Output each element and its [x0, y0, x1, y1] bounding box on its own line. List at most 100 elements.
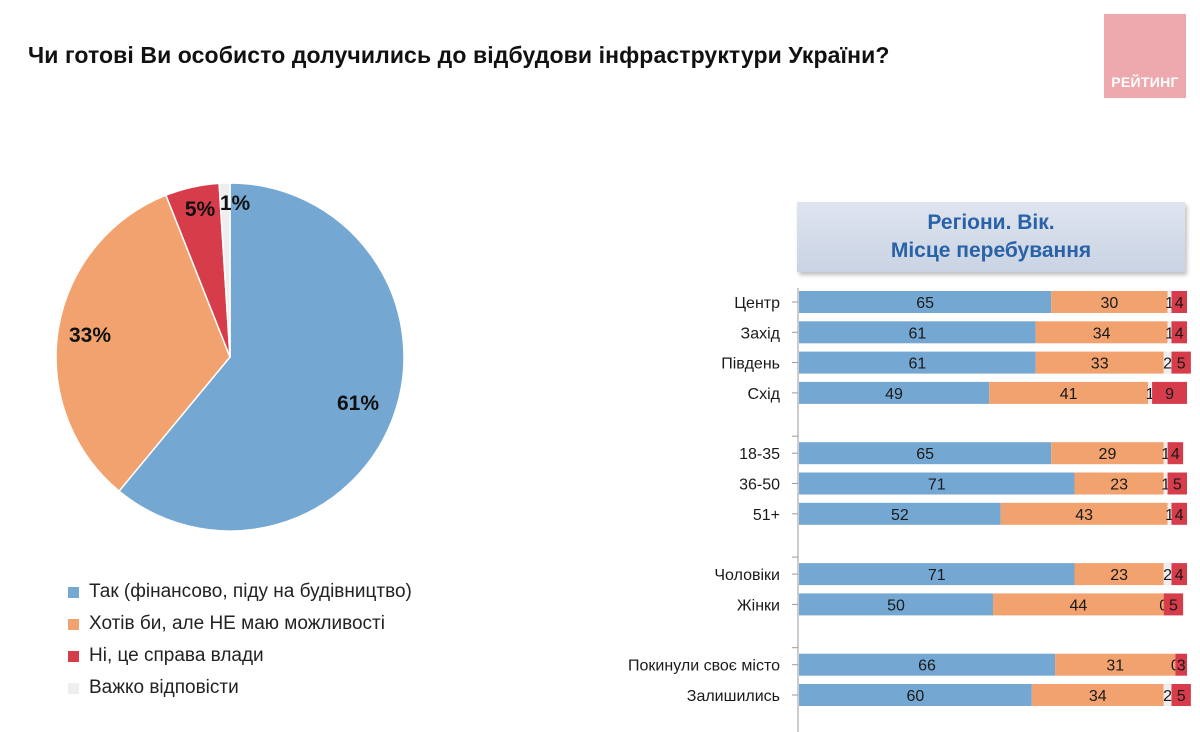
bar-value-label: 71 — [928, 477, 946, 494]
legend-item-want: Хотів би, але НЕ маю можливості — [68, 608, 412, 640]
bar-segment-0 — [799, 291, 1052, 313]
bar-segment-1 — [1074, 472, 1164, 495]
legend-label-yes: Так (фінансово, піду на будівництво) — [89, 581, 412, 602]
legend-swatch-want — [68, 618, 79, 630]
bar-row-label: Чоловіки — [714, 567, 780, 584]
bar-value-label: 4 — [1175, 507, 1184, 524]
bar-value-label: 65 — [916, 446, 934, 463]
panel-header-line2: Місце перебування — [890, 239, 1092, 262]
pie-legend: Так (фінансово, піду на будівництво) Хот… — [68, 576, 412, 704]
bar-value-label: 66 — [918, 658, 936, 675]
bar-segment-3 — [1171, 351, 1191, 374]
bar-value-label: 2 — [1163, 567, 1172, 584]
bar-value-label: 4 — [1175, 325, 1184, 342]
bar-value-label: 61 — [908, 325, 926, 342]
legend-swatch-yes — [68, 586, 79, 598]
bar-segment-2 — [1163, 472, 1168, 495]
legend-swatch-hard — [68, 682, 79, 694]
bar-value-label: 43 — [1075, 507, 1093, 524]
bar-value-label: 71 — [928, 567, 946, 584]
bar-segment-3 — [1167, 472, 1187, 495]
pie-label-1: 33% — [69, 324, 111, 347]
bar-segment-1 — [1031, 684, 1164, 706]
bar-segment-1 — [1051, 291, 1168, 313]
bar-value-label: 31 — [1106, 658, 1124, 675]
bar-segment-2 — [1163, 684, 1172, 706]
bar-value-label: 9 — [1165, 386, 1174, 403]
bar-row-label: Центр — [734, 295, 780, 312]
page-title: Чи готові Ви особисто долучились до відб… — [28, 42, 890, 68]
bar-value-label: 61 — [908, 356, 926, 373]
pie-label-0: 61% — [337, 392, 379, 415]
bar-segment-2 — [1148, 381, 1153, 404]
bar-value-label: 4 — [1175, 567, 1184, 584]
pie-label-3: 1% — [220, 192, 251, 215]
bar-row-label: 36-50 — [739, 477, 780, 494]
bar-segment-0 — [799, 381, 990, 404]
bar-segment-0 — [799, 563, 1075, 586]
bar-value-label: 23 — [1110, 567, 1128, 584]
bar-segment-0 — [799, 442, 1052, 465]
legend-item-hard: Важко відповісти — [68, 672, 412, 704]
bar-value-label: 1 — [1146, 386, 1155, 403]
pie-chart: 61% 33% 5% 1% — [55, 182, 405, 532]
bar-segment-3 — [1171, 291, 1187, 313]
bar-value-label: 34 — [1089, 688, 1107, 705]
bar-value-label: 1 — [1165, 507, 1174, 524]
bar-value-label: 29 — [1099, 446, 1117, 463]
bar-value-label: 44 — [1069, 597, 1087, 614]
pie-slice-3 — [218, 182, 231, 358]
bar-segment-2 — [1167, 321, 1172, 344]
bar-segment-1 — [1035, 351, 1164, 374]
bar-segment-3 — [1167, 442, 1184, 465]
pie-slice-1 — [55, 194, 231, 493]
bar-segment-0 — [799, 684, 1032, 706]
bar-segment-1 — [993, 593, 1164, 616]
bar-row-label: Залишились — [687, 688, 780, 705]
bar-value-label: 30 — [1101, 295, 1119, 312]
legend-label-gov: Ні, це справа влади — [89, 645, 264, 666]
bar-row-label: Схід — [748, 386, 781, 403]
bar-segment-3 — [1175, 653, 1187, 676]
bar-value-label: 5 — [1173, 477, 1182, 494]
bar-segment-0 — [799, 502, 1001, 525]
bar-segment-0 — [799, 593, 993, 616]
bar-value-label: 33 — [1091, 356, 1109, 373]
bar-value-label: 5 — [1177, 356, 1186, 373]
legend-item-yes: Так (фінансово, піду на будівництво) — [68, 576, 412, 608]
bar-segment-1 — [989, 381, 1149, 404]
bar-row-label: Покинули своє місто — [628, 658, 780, 675]
bar-segment-0 — [799, 351, 1036, 374]
bar-value-label: 41 — [1060, 386, 1078, 403]
bar-segment-3 — [1163, 593, 1184, 616]
bar-segment-2 — [1163, 351, 1172, 374]
legend-label-hard: Важко відповісти — [89, 677, 239, 698]
bar-value-label: 5 — [1169, 597, 1178, 614]
bar-row-label: Жінки — [737, 597, 780, 614]
bar-segment-2 — [1167, 502, 1172, 525]
bar-segment-1 — [1000, 502, 1168, 525]
bar-segment-3 — [1152, 381, 1187, 404]
bar-value-label: 2 — [1163, 688, 1172, 705]
bar-value-label: 1 — [1165, 295, 1174, 312]
logo-text: РЕЙТИНГ — [1111, 74, 1179, 90]
pie-label-2: 5% — [185, 198, 216, 221]
legend-item-gov: Ні, це справа влади — [68, 640, 412, 672]
bar-value-label: 3 — [1177, 658, 1186, 675]
bar-value-label: 50 — [887, 597, 905, 614]
pie-slice-0 — [118, 182, 405, 532]
bar-row-label: 51+ — [753, 507, 780, 524]
bar-segment-2 — [1167, 291, 1172, 313]
bar-segment-1 — [1035, 321, 1168, 344]
bar-value-label: 4 — [1171, 446, 1180, 463]
bar-row-label: Захід — [741, 325, 781, 342]
bar-value-label: 1 — [1165, 325, 1174, 342]
legend-label-want: Хотів би, але НЕ маю можливості — [89, 613, 385, 634]
bar-value-label: 4 — [1175, 295, 1184, 312]
bar-value-label: 49 — [885, 386, 903, 403]
bar-row-label: 18-35 — [739, 446, 780, 463]
panel-header-line1: Регіони. Вік. — [927, 211, 1055, 234]
bar-value-label: 60 — [907, 688, 925, 705]
bar-segment-1 — [1051, 442, 1164, 465]
